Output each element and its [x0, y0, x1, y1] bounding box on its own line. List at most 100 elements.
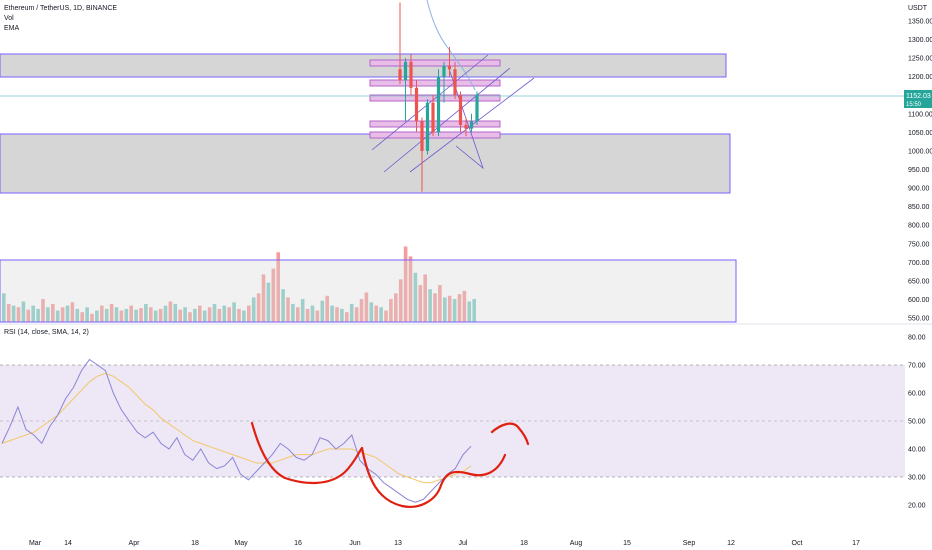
rsi-ma-line	[1, 372, 472, 484]
pink-level-2[interactable]	[369, 79, 501, 87]
candle-body	[469, 121, 474, 129]
candle-body	[403, 61, 408, 81]
volume-bar	[95, 310, 99, 322]
vol-legend[interactable]: Vol	[4, 15, 14, 22]
time-axis[interactable]: Mar 14 Apr 18 May 16 Jun 13 Jul 18 Aug 15 Sep 12 Oct 17	[29, 540, 860, 547]
candle-body	[409, 61, 413, 88]
volume-bar	[217, 308, 222, 322]
volume-bar	[349, 303, 354, 322]
pink-level-5[interactable]	[369, 131, 501, 139]
volume-bar	[310, 305, 315, 322]
volume-bar	[335, 307, 339, 322]
volume-bar	[149, 307, 153, 322]
rsi-tick-label: 30.00	[908, 475, 926, 482]
last-price-label: 1152.03 15:50	[904, 90, 932, 108]
price-axis-unit: USDT	[908, 5, 928, 12]
volume-bar	[51, 303, 55, 322]
volume-bar	[305, 308, 310, 322]
rsi-tick-label: 80.00	[908, 335, 926, 342]
pink-level-1[interactable]	[369, 59, 501, 67]
rsi-line	[1, 358, 472, 503]
volume-bar	[60, 307, 65, 322]
time-tick-label: May	[234, 540, 248, 547]
volume-bar	[389, 299, 393, 322]
rsi-legend[interactable]: RSI (14, close, SMA, 14, 2)	[4, 329, 89, 336]
volume-bar	[26, 309, 31, 322]
volume-bar	[104, 308, 109, 322]
volume-bar	[65, 305, 70, 322]
volume-bar	[379, 307, 383, 322]
price-tick-label: 700.00	[908, 260, 930, 267]
left-shoulder-curve[interactable]	[250, 421, 364, 485]
volume-bar	[330, 305, 334, 322]
volume-bar	[232, 302, 236, 322]
rsi-tick-label: 50.00	[908, 419, 926, 426]
candle-body	[458, 95, 463, 125]
volume-bar	[354, 307, 359, 322]
last-price-badge	[904, 90, 932, 108]
time-tick-label: 14	[64, 540, 72, 547]
price-tick-label: 1300.00	[908, 37, 932, 44]
price-tick-label: 650.00	[908, 278, 930, 285]
volume-bar	[286, 297, 290, 322]
candle-body	[425, 102, 430, 151]
candle-body	[420, 121, 424, 151]
volume-bar	[251, 297, 256, 322]
ema-legend[interactable]: EMA	[4, 25, 20, 32]
volume-bar	[6, 303, 11, 322]
candle-body	[464, 124, 468, 129]
volume-bar	[438, 285, 442, 322]
volume-bar	[403, 246, 408, 322]
volume-zone[interactable]	[0, 259, 737, 323]
cup-curve[interactable]	[360, 446, 507, 508]
volume-bar	[345, 312, 349, 322]
volume-bar	[46, 307, 50, 322]
volume-bar	[340, 308, 344, 322]
red-annotation[interactable]	[250, 421, 530, 508]
price-tick-label: 1050.00	[908, 130, 932, 137]
volume-bar	[300, 299, 305, 322]
volume-bar	[315, 310, 320, 322]
volume-bar	[227, 307, 231, 322]
time-tick-label: 18	[191, 540, 199, 547]
symbol-legend[interactable]: Ethereum / TetherUS, 1D, BINANCE	[4, 5, 118, 12]
volume-bar	[158, 308, 163, 322]
volume-bar	[21, 301, 26, 322]
volume-bar	[398, 279, 403, 322]
price-tick-label: 900.00	[908, 186, 930, 193]
volume-bar	[428, 289, 432, 322]
volume-bar	[119, 310, 124, 322]
price-tick-label: 950.00	[908, 167, 930, 174]
volume-bar	[242, 310, 246, 322]
ema-line	[426, 0, 476, 91]
channel-line-middle[interactable]	[383, 67, 511, 173]
volume-bar	[457, 294, 462, 322]
volume-bars	[2, 246, 476, 322]
time-tick-label: 15	[623, 540, 631, 547]
volume-bar	[413, 272, 418, 322]
rsi-axis[interactable]: 80.00 70.00 60.00 50.00 40.00 30.00 20.00	[908, 335, 926, 510]
volume-bar	[100, 305, 104, 322]
time-tick-label: 16	[294, 540, 302, 547]
upper-resistance-zone[interactable]	[0, 53, 727, 78]
pink-level-4[interactable]	[369, 120, 501, 128]
volume-bar	[364, 292, 369, 322]
volume-bar	[359, 299, 364, 322]
volume-bar	[198, 305, 202, 322]
time-tick-label: Jun	[349, 540, 360, 547]
rsi-pane	[0, 358, 905, 503]
lower-support-zone[interactable]	[0, 133, 731, 194]
volume-bar	[384, 310, 388, 322]
time-tick-label: Sep	[683, 540, 696, 547]
time-tick-label: 13	[394, 540, 402, 547]
channel-line-upper[interactable]	[371, 54, 489, 151]
volume-bar	[75, 308, 80, 322]
volume-bar	[266, 282, 271, 322]
time-tick-label: 18	[520, 540, 528, 547]
projection-arrow[interactable]	[490, 422, 530, 446]
volume-bar	[369, 302, 374, 322]
price-tick-label: 1350.00	[908, 19, 932, 26]
volume-bar	[447, 295, 452, 322]
time-tick-label: Oct	[792, 540, 803, 547]
